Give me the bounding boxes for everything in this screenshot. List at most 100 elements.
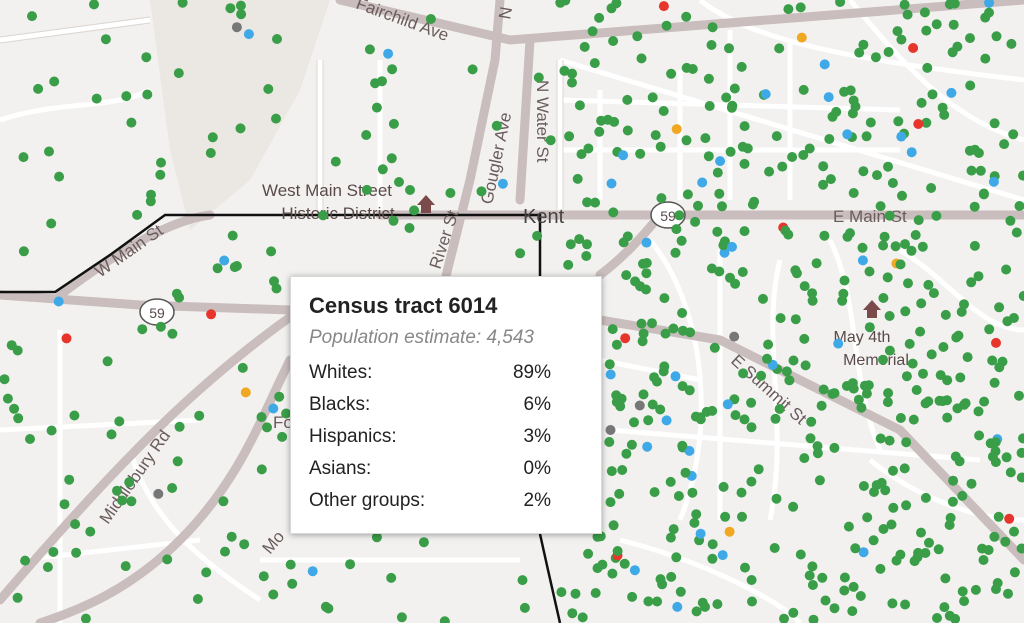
population-dot bbox=[747, 199, 758, 210]
population-dot bbox=[281, 408, 292, 419]
population-dot bbox=[771, 131, 782, 142]
population-dot bbox=[671, 124, 682, 135]
population-dot bbox=[746, 575, 757, 585]
population-dot bbox=[655, 141, 666, 152]
population-dot bbox=[878, 354, 888, 365]
row-asians: Asians: 0% bbox=[309, 453, 583, 485]
population-dot bbox=[219, 255, 230, 266]
population-dot bbox=[1009, 567, 1020, 578]
population-dot bbox=[804, 570, 815, 581]
population-dot bbox=[783, 229, 794, 240]
population-dot bbox=[714, 266, 725, 277]
population-dot bbox=[555, 0, 566, 8]
population-dot bbox=[994, 302, 1005, 313]
population-dot bbox=[796, 32, 807, 43]
population-dot bbox=[899, 463, 910, 474]
population-dot bbox=[582, 239, 592, 250]
population-dot bbox=[605, 369, 616, 380]
population-dot bbox=[577, 612, 588, 623]
population-dot bbox=[730, 278, 741, 289]
population-dot bbox=[533, 72, 544, 83]
population-dot bbox=[864, 322, 875, 333]
population-dot bbox=[682, 189, 693, 200]
population-dot bbox=[269, 276, 279, 287]
population-dot bbox=[1014, 390, 1024, 401]
population-dot bbox=[887, 178, 898, 188]
population-dot bbox=[948, 19, 959, 30]
population-dot bbox=[1016, 447, 1024, 458]
population-dot bbox=[155, 169, 166, 180]
population-dot bbox=[933, 544, 944, 555]
population-dot bbox=[760, 89, 771, 100]
population-dot bbox=[900, 599, 911, 610]
population-dot bbox=[570, 588, 581, 599]
population-dot bbox=[887, 598, 898, 609]
population-dot bbox=[906, 245, 917, 256]
population-dot bbox=[277, 431, 288, 442]
population-dot bbox=[878, 293, 889, 303]
population-dot bbox=[811, 258, 822, 269]
population-dot bbox=[857, 242, 868, 253]
population-dot bbox=[660, 328, 671, 339]
population-dot bbox=[934, 395, 945, 406]
population-dot bbox=[70, 519, 81, 530]
population-dot bbox=[882, 272, 893, 283]
population-dot bbox=[674, 210, 685, 221]
population-dot bbox=[13, 413, 24, 424]
population-dot bbox=[875, 201, 886, 212]
population-dot bbox=[388, 118, 399, 129]
population-dot bbox=[779, 613, 789, 623]
population-dot bbox=[989, 531, 1000, 542]
population-dot bbox=[567, 608, 578, 619]
population-dot bbox=[632, 31, 643, 42]
population-dot bbox=[926, 349, 937, 360]
tract-boundary bbox=[0, 213, 562, 623]
population-dot bbox=[725, 146, 736, 157]
population-dot bbox=[927, 89, 938, 100]
population-dot bbox=[685, 327, 696, 338]
population-dot bbox=[931, 210, 942, 221]
population-dot bbox=[671, 552, 682, 563]
population-dot bbox=[647, 92, 658, 103]
population-dot bbox=[89, 0, 99, 10]
population-dot bbox=[807, 561, 818, 572]
population-dot bbox=[920, 548, 931, 558]
population-dot bbox=[956, 306, 967, 317]
population-dot bbox=[777, 161, 788, 172]
population-dot bbox=[839, 572, 850, 583]
population-dot bbox=[904, 338, 915, 349]
population-dot bbox=[715, 156, 726, 167]
population-dot bbox=[2, 393, 13, 404]
population-dot bbox=[901, 437, 912, 448]
population-dot bbox=[833, 338, 844, 349]
population-dot bbox=[718, 240, 729, 251]
population-dot bbox=[641, 237, 652, 248]
population-dot bbox=[775, 313, 786, 324]
population-dot bbox=[973, 271, 984, 282]
population-dot bbox=[923, 396, 934, 407]
population-dot bbox=[727, 100, 738, 111]
population-dot bbox=[377, 164, 388, 175]
population-dot bbox=[652, 376, 662, 387]
population-dot bbox=[666, 68, 677, 79]
population-dot bbox=[665, 476, 676, 487]
population-dot bbox=[370, 78, 381, 89]
population-dot bbox=[974, 430, 985, 441]
population-dot bbox=[910, 230, 921, 240]
population-dot bbox=[913, 547, 924, 558]
population-dot bbox=[231, 22, 242, 33]
population-dot bbox=[858, 39, 869, 50]
population-dot bbox=[988, 176, 999, 187]
population-dot bbox=[409, 205, 420, 216]
population-dot bbox=[142, 89, 153, 100]
population-dot bbox=[966, 165, 977, 176]
population-dot bbox=[897, 190, 907, 201]
population-dot bbox=[567, 68, 578, 79]
population-dot bbox=[695, 412, 706, 423]
n-water-st-label: N Water St bbox=[533, 80, 552, 163]
population-dot bbox=[837, 295, 848, 306]
population-dot bbox=[902, 9, 913, 20]
population-dot bbox=[622, 94, 633, 105]
population-dot bbox=[574, 100, 585, 111]
